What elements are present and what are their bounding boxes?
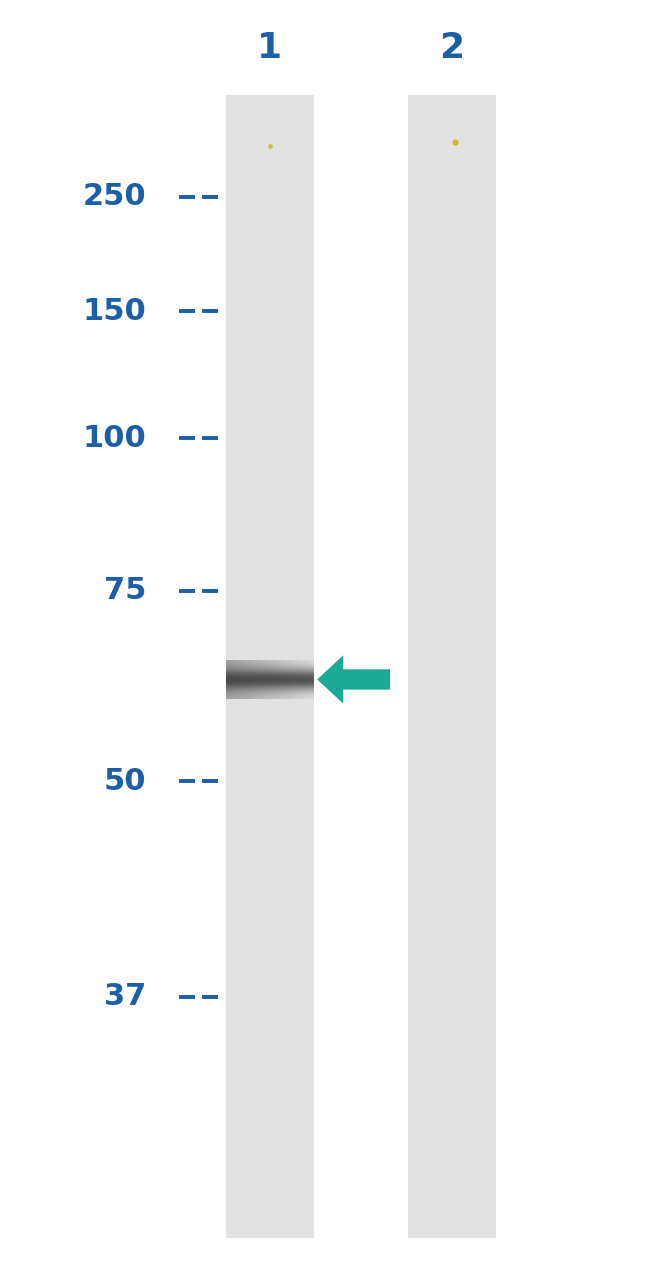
Bar (264, 660, 267, 698)
Bar (250, 660, 252, 698)
Bar (294, 660, 296, 698)
Bar (281, 660, 285, 698)
Text: 2: 2 (439, 32, 464, 65)
Bar (279, 660, 282, 698)
Text: 1: 1 (257, 32, 282, 65)
Bar (299, 660, 302, 698)
Bar (267, 660, 270, 698)
Bar (226, 660, 229, 698)
Text: 150: 150 (83, 297, 146, 325)
Bar (291, 660, 293, 698)
Bar (285, 660, 287, 698)
Text: 37: 37 (104, 983, 146, 1011)
Bar (255, 660, 258, 698)
Bar (252, 660, 255, 698)
Text: 50: 50 (104, 767, 146, 795)
Bar (296, 660, 299, 698)
Bar (305, 660, 308, 698)
Bar (276, 660, 279, 698)
Bar (240, 660, 244, 698)
Bar (287, 660, 291, 698)
Bar (259, 660, 261, 698)
Bar (408, 95, 495, 1238)
Bar (244, 660, 246, 698)
Text: 250: 250 (83, 183, 146, 211)
Bar (238, 660, 241, 698)
Bar (232, 660, 235, 698)
Bar (270, 660, 273, 698)
Text: 75: 75 (104, 577, 146, 605)
Bar (229, 660, 232, 698)
Bar (235, 660, 238, 698)
Bar (226, 95, 313, 1238)
Bar (246, 660, 250, 698)
Bar (261, 660, 264, 698)
Bar (273, 660, 276, 698)
Bar (308, 660, 311, 698)
Bar (311, 660, 314, 698)
FancyArrow shape (317, 655, 390, 704)
Text: 100: 100 (83, 424, 146, 452)
Bar (302, 660, 305, 698)
